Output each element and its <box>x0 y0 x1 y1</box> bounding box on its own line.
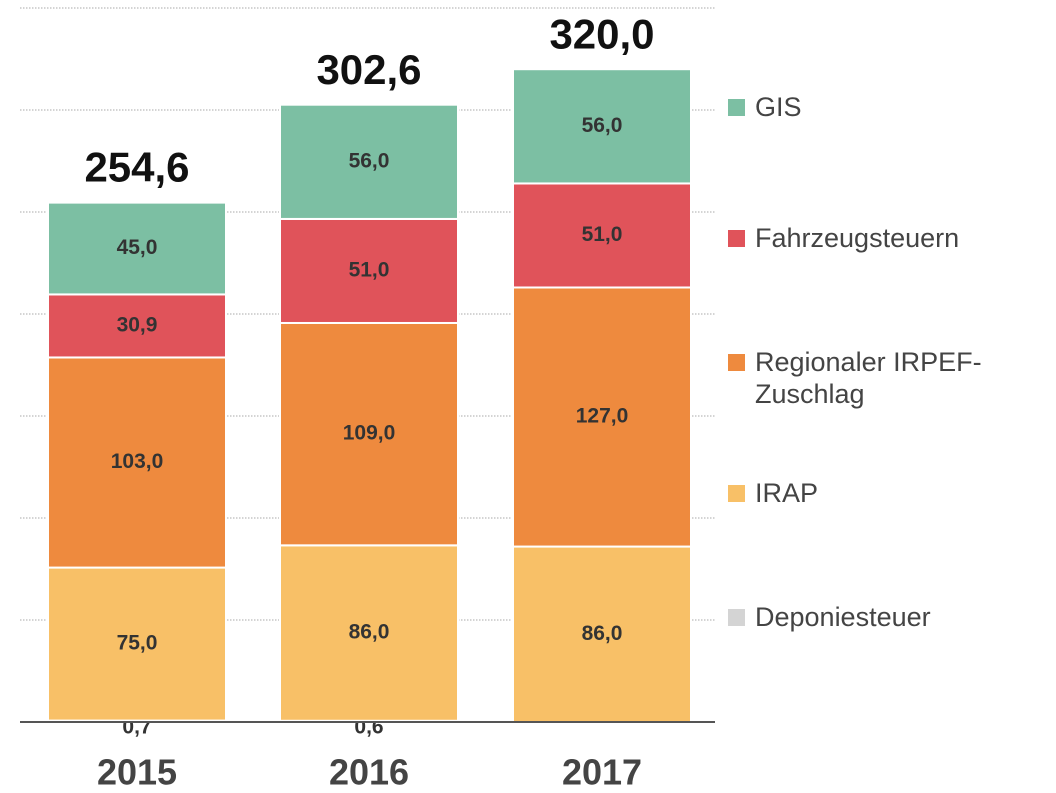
value-label: 109,0 <box>343 422 396 445</box>
bar-segment <box>512 182 692 289</box>
legend-swatch <box>728 99 745 116</box>
bar-segment <box>279 321 459 547</box>
bar-segment <box>512 68 692 185</box>
value-label: 127,0 <box>576 405 629 428</box>
legend-label: Regionaler IRPEF-Zuschlag <box>755 347 982 409</box>
value-label: 51,0 <box>349 259 390 282</box>
x-tick-label: 2017 <box>562 752 642 793</box>
bar-segment <box>279 217 459 324</box>
value-label: 30,9 <box>117 313 158 336</box>
legend-swatch <box>728 609 745 626</box>
legend-label: Deponiesteuer <box>755 602 931 632</box>
bar-segment <box>512 545 692 723</box>
value-label: 75,0 <box>117 632 158 655</box>
legend-swatch <box>728 485 745 502</box>
value-label: 56,0 <box>349 149 390 172</box>
legend-swatch <box>728 230 745 247</box>
legend-label: Fahrzeugsteuern <box>755 223 960 253</box>
value-label: 103,0 <box>111 450 164 473</box>
bar-segment <box>279 103 459 220</box>
total-label: 302,6 <box>316 46 421 93</box>
bar-segment <box>512 286 692 548</box>
total-label: 320,0 <box>549 10 654 57</box>
x-tick-label: 2016 <box>329 752 409 793</box>
total-label: 254,6 <box>84 144 189 191</box>
value-label: 45,0 <box>117 236 158 259</box>
value-label: 56,0 <box>582 114 623 137</box>
bar-segment <box>47 566 227 722</box>
value-label: 51,0 <box>582 223 623 246</box>
value-label: 86,0 <box>582 622 623 645</box>
x-tick-label: 2015 <box>97 752 177 793</box>
legend-label: IRAP <box>755 478 819 508</box>
bar-segment <box>47 356 227 569</box>
bar-segment <box>279 544 459 722</box>
legend-label: GIS <box>755 92 802 122</box>
legend-swatch <box>728 354 745 371</box>
value-label: 86,0 <box>349 621 390 644</box>
bar-segment <box>47 201 227 296</box>
